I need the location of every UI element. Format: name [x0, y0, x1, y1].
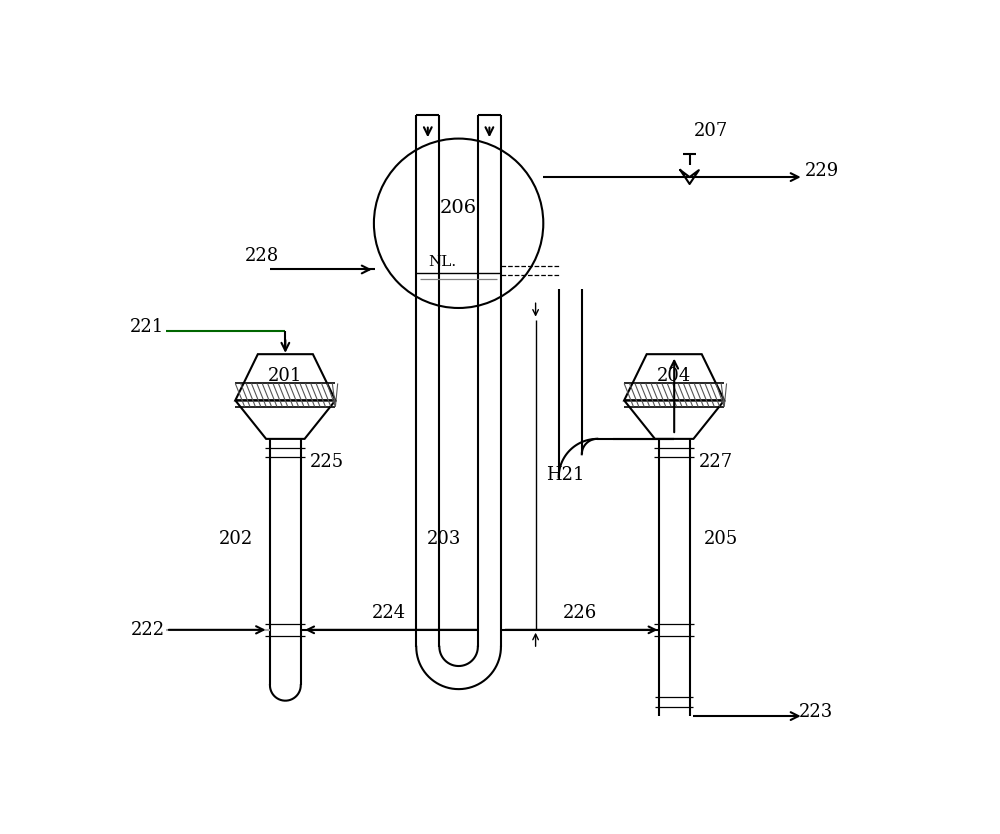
- Text: 204: 204: [657, 367, 691, 384]
- Text: 203: 203: [427, 530, 461, 548]
- Text: 202: 202: [219, 530, 253, 548]
- Text: 228: 228: [245, 247, 279, 264]
- Text: 205: 205: [703, 530, 738, 548]
- Text: 223: 223: [799, 703, 833, 721]
- Text: 224: 224: [372, 604, 406, 622]
- Text: 222: 222: [130, 620, 164, 639]
- Text: 225: 225: [310, 453, 344, 471]
- Text: H21: H21: [546, 465, 585, 484]
- Text: 207: 207: [693, 122, 728, 140]
- Text: NL.: NL.: [428, 254, 456, 269]
- Text: 206: 206: [440, 198, 477, 217]
- Text: 201: 201: [268, 367, 303, 384]
- Text: 226: 226: [563, 604, 597, 622]
- Text: 221: 221: [130, 319, 164, 336]
- Text: 229: 229: [805, 162, 839, 180]
- Text: 227: 227: [699, 453, 733, 471]
